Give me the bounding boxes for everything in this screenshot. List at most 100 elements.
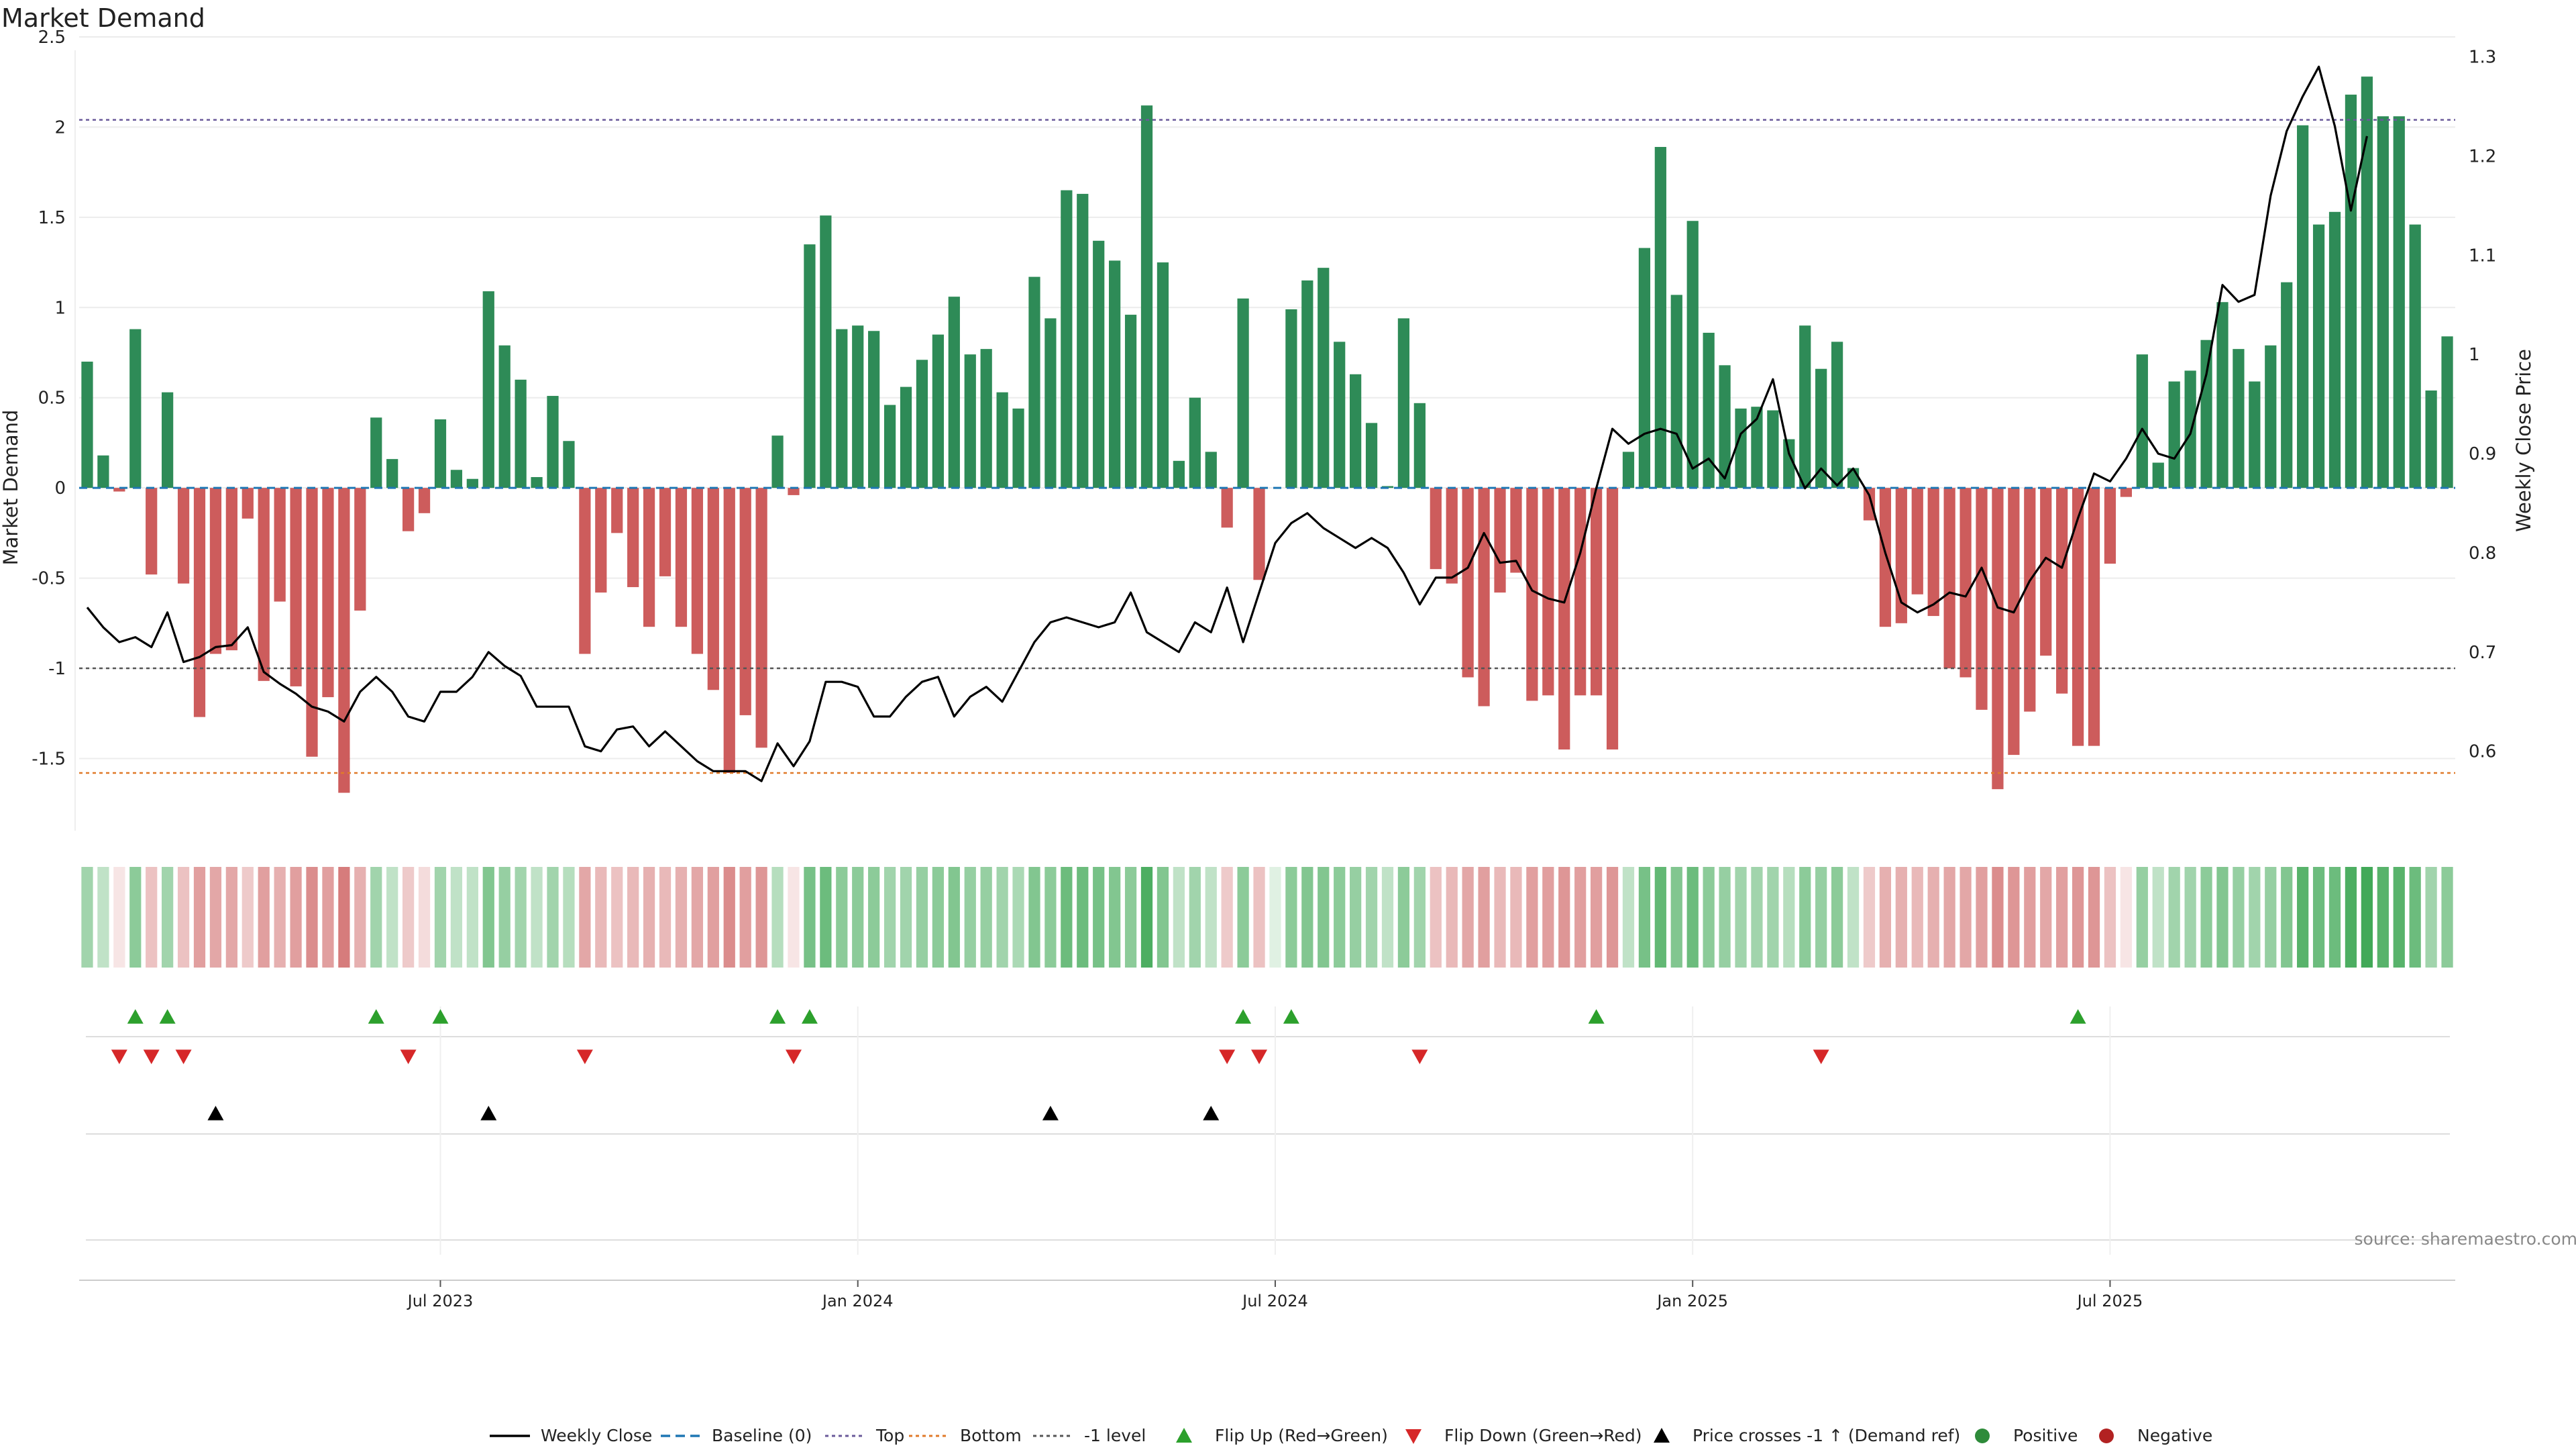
strip-cell (2216, 867, 2228, 968)
demand-bar-positive (162, 393, 173, 488)
strip-cell (467, 867, 478, 968)
strip-cell (1093, 867, 1104, 968)
strip-cell (740, 867, 751, 968)
demand-bar-negative (1607, 488, 1618, 749)
demand-bar-positive (836, 329, 847, 488)
strip-cell (1542, 867, 1554, 968)
demand-bar-positive (1767, 411, 1778, 488)
strip-cell (386, 867, 398, 968)
price-cross-marker (1042, 1106, 1059, 1121)
left-tick-label: 1.5 (38, 208, 66, 228)
demand-bar-positive (1093, 241, 1104, 488)
strip-cell (1462, 867, 1474, 968)
strip-cell (627, 867, 639, 968)
flip-down-marker (400, 1049, 417, 1064)
demand-bar-positive (1109, 260, 1120, 488)
strip-cell (981, 867, 992, 968)
demand-bar-negative (2024, 488, 2035, 711)
demand-bar-negative (1912, 488, 1923, 594)
demand-bar-positive (531, 477, 542, 488)
demand-bar-negative (2104, 488, 2116, 564)
strip-cell (1012, 867, 1024, 968)
strip-cell (563, 867, 574, 968)
x-tick-label: Jul 2024 (1241, 1292, 1308, 1310)
demand-bar-positive (1044, 318, 1056, 488)
y-axis-label-right: Weekly Close Price (2512, 349, 2535, 532)
strip-cell (2072, 867, 2084, 968)
demand-bar-negative (210, 488, 221, 654)
strip-cell (643, 867, 655, 968)
demand-bar-negative (579, 488, 590, 654)
demand-bar-negative (1542, 488, 1554, 695)
demand-bar-negative (756, 488, 767, 747)
demand-bar-positive (547, 396, 558, 488)
strip-cell (146, 867, 157, 968)
left-tick-label: 0.5 (38, 388, 66, 409)
x-tick-label: Jul 2023 (407, 1292, 474, 1310)
strip-cell (1864, 867, 1875, 968)
demand-bar-negative (322, 488, 333, 697)
strip-cell (129, 867, 141, 968)
strip-cell (2410, 867, 2421, 968)
price-cross-marker (207, 1106, 223, 1121)
demand-bar-negative (338, 488, 350, 792)
demand-bar-negative (1880, 488, 1891, 627)
strip-cell (2088, 867, 2100, 968)
strip-cell (1398, 867, 1409, 968)
strip-cell (804, 867, 815, 968)
strip-cell (1269, 867, 1281, 968)
demand-bar-negative (1864, 488, 1875, 520)
strip-cell (354, 867, 366, 968)
strip-cell (932, 867, 944, 968)
strip-cell (1703, 867, 1715, 968)
strip-cell (965, 867, 976, 968)
strip-cell (996, 867, 1008, 968)
demand-bar-positive (1799, 325, 1811, 488)
strip-cell (900, 867, 912, 968)
strip-cell (178, 867, 189, 968)
demand-bar-negative (1558, 488, 1570, 749)
demand-bar-negative (611, 488, 623, 533)
flip-down-marker (577, 1049, 593, 1064)
demand-bar-positive (386, 459, 398, 488)
demand-bar-negative (194, 488, 205, 717)
strip-cell (659, 867, 671, 968)
demand-bar-negative (1430, 488, 1442, 569)
strip-cell (1382, 867, 1393, 968)
strip-cell (1446, 867, 1458, 968)
demand-bar-negative (1591, 488, 1602, 695)
strip-cell (1847, 867, 1859, 968)
demand-bar-positive (467, 479, 478, 488)
demand-bar-negative (2040, 488, 2051, 656)
strip-cell (1222, 867, 1233, 968)
demand-bar-negative (708, 488, 719, 690)
strip-cell (1028, 867, 1040, 968)
strip-cell (451, 867, 462, 968)
strip-cell (1526, 867, 1538, 968)
flip-up-marker (1235, 1009, 1251, 1024)
strip-cell (1478, 867, 1489, 968)
strip-cell (579, 867, 590, 968)
strip-cell (1253, 867, 1265, 968)
demand-bar-positive (1671, 295, 1682, 488)
demand-bar-negative (419, 488, 430, 513)
legend-item: Negative (2099, 1426, 2212, 1445)
demand-bar-positive (97, 456, 109, 488)
demand-bar-positive (483, 291, 494, 488)
demand-bar-positive (820, 215, 831, 488)
demand-bar-negative (676, 488, 687, 627)
demand-bar-positive (2297, 125, 2308, 488)
legend-label: Weekly Close (541, 1426, 652, 1445)
demand-bar-negative (1494, 488, 1505, 592)
strip-cell (1896, 867, 1907, 968)
demand-bar-positive (1366, 423, 1377, 488)
flip-down-marker (111, 1049, 127, 1064)
legend-swatch-circle (1975, 1429, 1990, 1443)
strip-cell (1639, 867, 1650, 968)
demand-bar-positive (1028, 277, 1040, 488)
strip-cell (692, 867, 703, 968)
demand-bar-positive (2200, 340, 2212, 488)
demand-bar-positive (1687, 221, 1699, 488)
demand-bar-positive (981, 349, 992, 488)
x-tick-label: Jan 2025 (1656, 1292, 1728, 1310)
